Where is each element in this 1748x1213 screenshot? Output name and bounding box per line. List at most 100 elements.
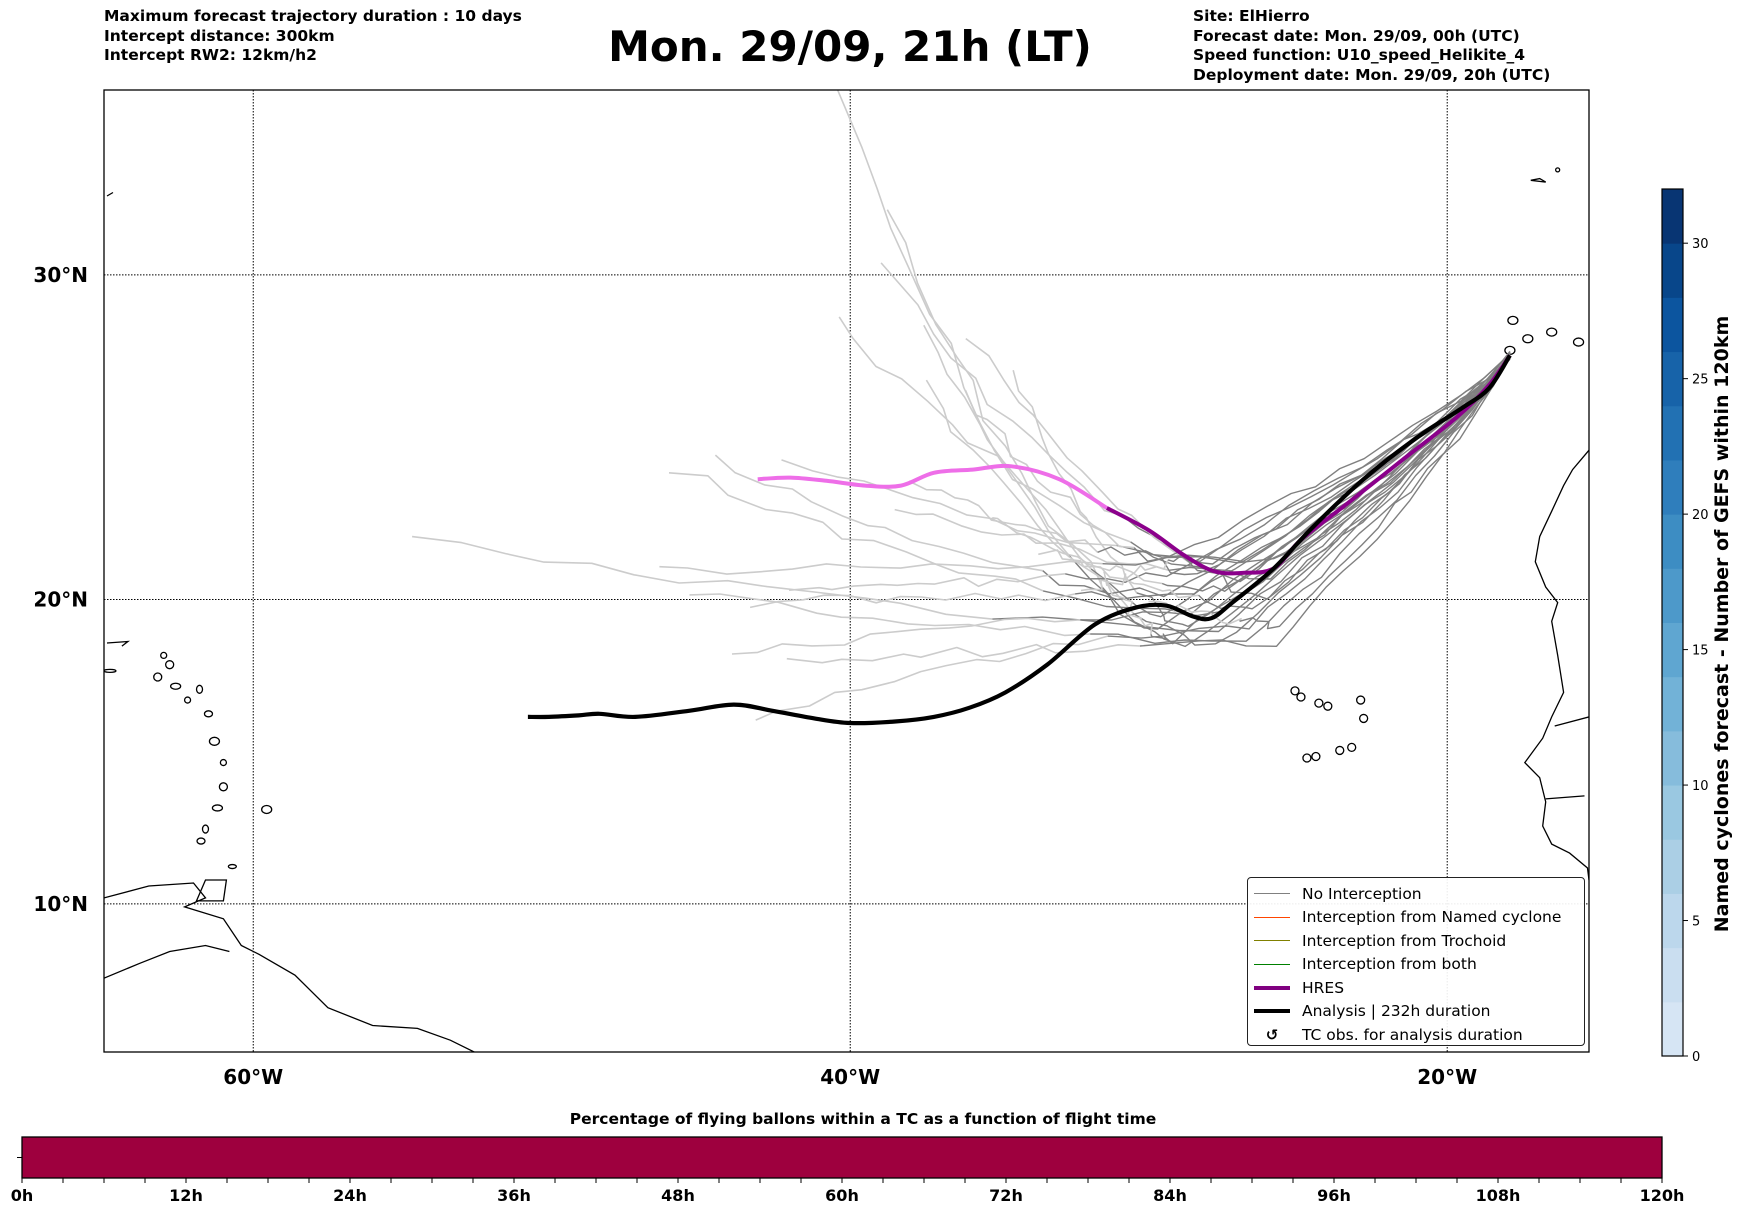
ensemble-trajectory-early (992, 351, 1511, 633)
legend-item: ↺ TC obs. for analysis duration (1248, 1023, 1584, 1047)
coast-orinoco (104, 944, 230, 979)
ensemble-trajectory-late (786, 643, 1141, 664)
legend-label: Interception from Named cyclone (1302, 908, 1562, 927)
ensemble-trajectory-early (1090, 357, 1511, 644)
site-info: Site: ElHierro Forecast date: Mon. 29/09… (1193, 7, 1550, 85)
ensemble-trajectory-late (659, 560, 1103, 575)
island-antilles (211, 804, 224, 812)
island-antilles (196, 837, 206, 845)
island-tobago (227, 863, 238, 870)
ensemble-trajectory-early (1042, 354, 1511, 598)
colorbar-tick-label: 20 (1692, 508, 1709, 523)
ensemble-trajectory-early (1239, 354, 1511, 630)
ensemble-trajectory-late (925, 379, 1134, 614)
colorbar-level (1662, 1001, 1683, 1057)
island-antilles (219, 758, 228, 767)
island-canary (1624, 321, 1634, 329)
colorbar-level (1662, 189, 1683, 244)
legend-label: TC obs. for analysis duration (1302, 1025, 1523, 1044)
colorbar-level (1662, 514, 1683, 569)
lat-tick-label: 30°N (33, 263, 88, 287)
island-canary (1522, 334, 1534, 344)
legend-line-swatch (1254, 916, 1290, 918)
legend: No Interception Interception from Named c… (1247, 877, 1585, 1046)
ensemble-trajectory-late (836, 90, 1069, 555)
island-madeira (1530, 177, 1547, 183)
island-cape-verde (1311, 751, 1321, 762)
colorbar-level (1662, 405, 1683, 461)
colorbar-level (1662, 676, 1683, 732)
bar-x-tick-label: 108h (1476, 1186, 1521, 1205)
bar-x-tick-label: 12h (169, 1186, 203, 1205)
lon-tick-label: 60°W (223, 1065, 283, 1089)
legend-line-swatch (1254, 963, 1290, 965)
ensemble-trajectory-late (714, 454, 1043, 572)
legend-item: HRES (1248, 976, 1584, 1000)
island-antilles (201, 824, 210, 834)
island-stcroix (104, 668, 117, 673)
legend-item: Interception from Named cyclone (1248, 906, 1584, 930)
lon-tick-label: 40°W (820, 1065, 880, 1089)
legend-line-swatch (1254, 940, 1290, 942)
forecast-parameters: Maximum forecast trajectory duration : 1… (104, 7, 522, 66)
max-duration-text: Maximum forecast trajectory duration : 1… (104, 7, 522, 25)
ensemble-trajectory-late (1103, 570, 1153, 635)
ensemble-trajectory-late (965, 337, 1190, 564)
ensemble-trajectory-early (1167, 350, 1511, 565)
island-antilles (183, 696, 192, 704)
ensemble-trajectory-late (789, 573, 1066, 591)
lon-tick-label: 20°W (1417, 1065, 1477, 1089)
colorbar-tick-label: 30 (1692, 237, 1709, 252)
ensemble-trajectory-early (1133, 351, 1511, 576)
colorbar: 0 5 10 15 20 25 30 (1661, 188, 1709, 1065)
island-porto-santo (1555, 167, 1561, 173)
river-senegal (1554, 716, 1589, 727)
island-canary (1546, 327, 1558, 337)
ensemble-trajectory-late (886, 209, 1104, 588)
deployment-date-text: Deployment date: Mon. 29/09, 20h (UTC) (1193, 65, 1551, 84)
ensemble-trajectory-late (964, 389, 1135, 549)
bar-x-tick-label: 120h (1640, 1186, 1685, 1205)
island-cape-verde (1356, 695, 1366, 705)
legend-label: Interception from both (1302, 955, 1477, 974)
colorbar-frame (1661, 188, 1684, 1057)
island-cape-verde (1347, 742, 1357, 753)
ensemble-trajectory-late (731, 617, 1081, 655)
bar-x-tick-label: 0h (11, 1186, 34, 1205)
bar-x-tick-label: 84h (1153, 1186, 1187, 1205)
river-gambia (1545, 795, 1585, 800)
ensemble-trajectory-late (880, 262, 1122, 516)
colorbar-level (1662, 459, 1683, 515)
legend-label: Analysis | 232h duration (1302, 1002, 1491, 1021)
colorbar-level (1662, 893, 1683, 949)
island-canary (1633, 305, 1643, 313)
intercept-rw2-text: Intercept RW2: 12km/h2 (104, 46, 317, 64)
island-antilles (203, 710, 214, 718)
island-antilles (218, 782, 229, 792)
ensemble-trajectory-late (749, 592, 1076, 609)
colorbar-level (1662, 730, 1683, 786)
colorbar-tick-label: 25 (1692, 373, 1709, 388)
lat-tick-label: 20°N (33, 587, 88, 611)
legend-label: Interception from Trochoid (1302, 931, 1507, 950)
colorbar-level (1662, 351, 1683, 407)
hres-trajectory-late (757, 463, 1108, 510)
ensemble-trajectory-late (1038, 549, 1199, 599)
island-cape-verde (1296, 692, 1306, 702)
island-canary (1572, 337, 1585, 347)
ensemble-trajectory-late (412, 535, 993, 620)
axis-tick-labels: 60°W 40°W 20°W 30°N 20°N 10°N (33, 263, 1477, 1089)
map-frame (103, 89, 1590, 1053)
ensemble-trajectory-late (781, 459, 1117, 547)
legend-item: Interception from Trochoid (1248, 929, 1584, 953)
colorbar-level (1662, 243, 1683, 298)
ensemble-trajectory-early (1139, 355, 1511, 647)
ensemble-trajectory-late (755, 635, 1108, 721)
ensemble-trajectories (412, 90, 1511, 721)
legend-line-swatch (1254, 1009, 1290, 1014)
legend-label: HRES (1302, 978, 1345, 997)
forecast-date-text: Forecast date: Mon. 29/09, 00h (UTC) (1193, 26, 1520, 45)
ensemble-trajectory-early (1161, 358, 1511, 592)
tc-obs-marker-icon: ↺ (1265, 1025, 1279, 1044)
island-antilles (261, 804, 273, 815)
